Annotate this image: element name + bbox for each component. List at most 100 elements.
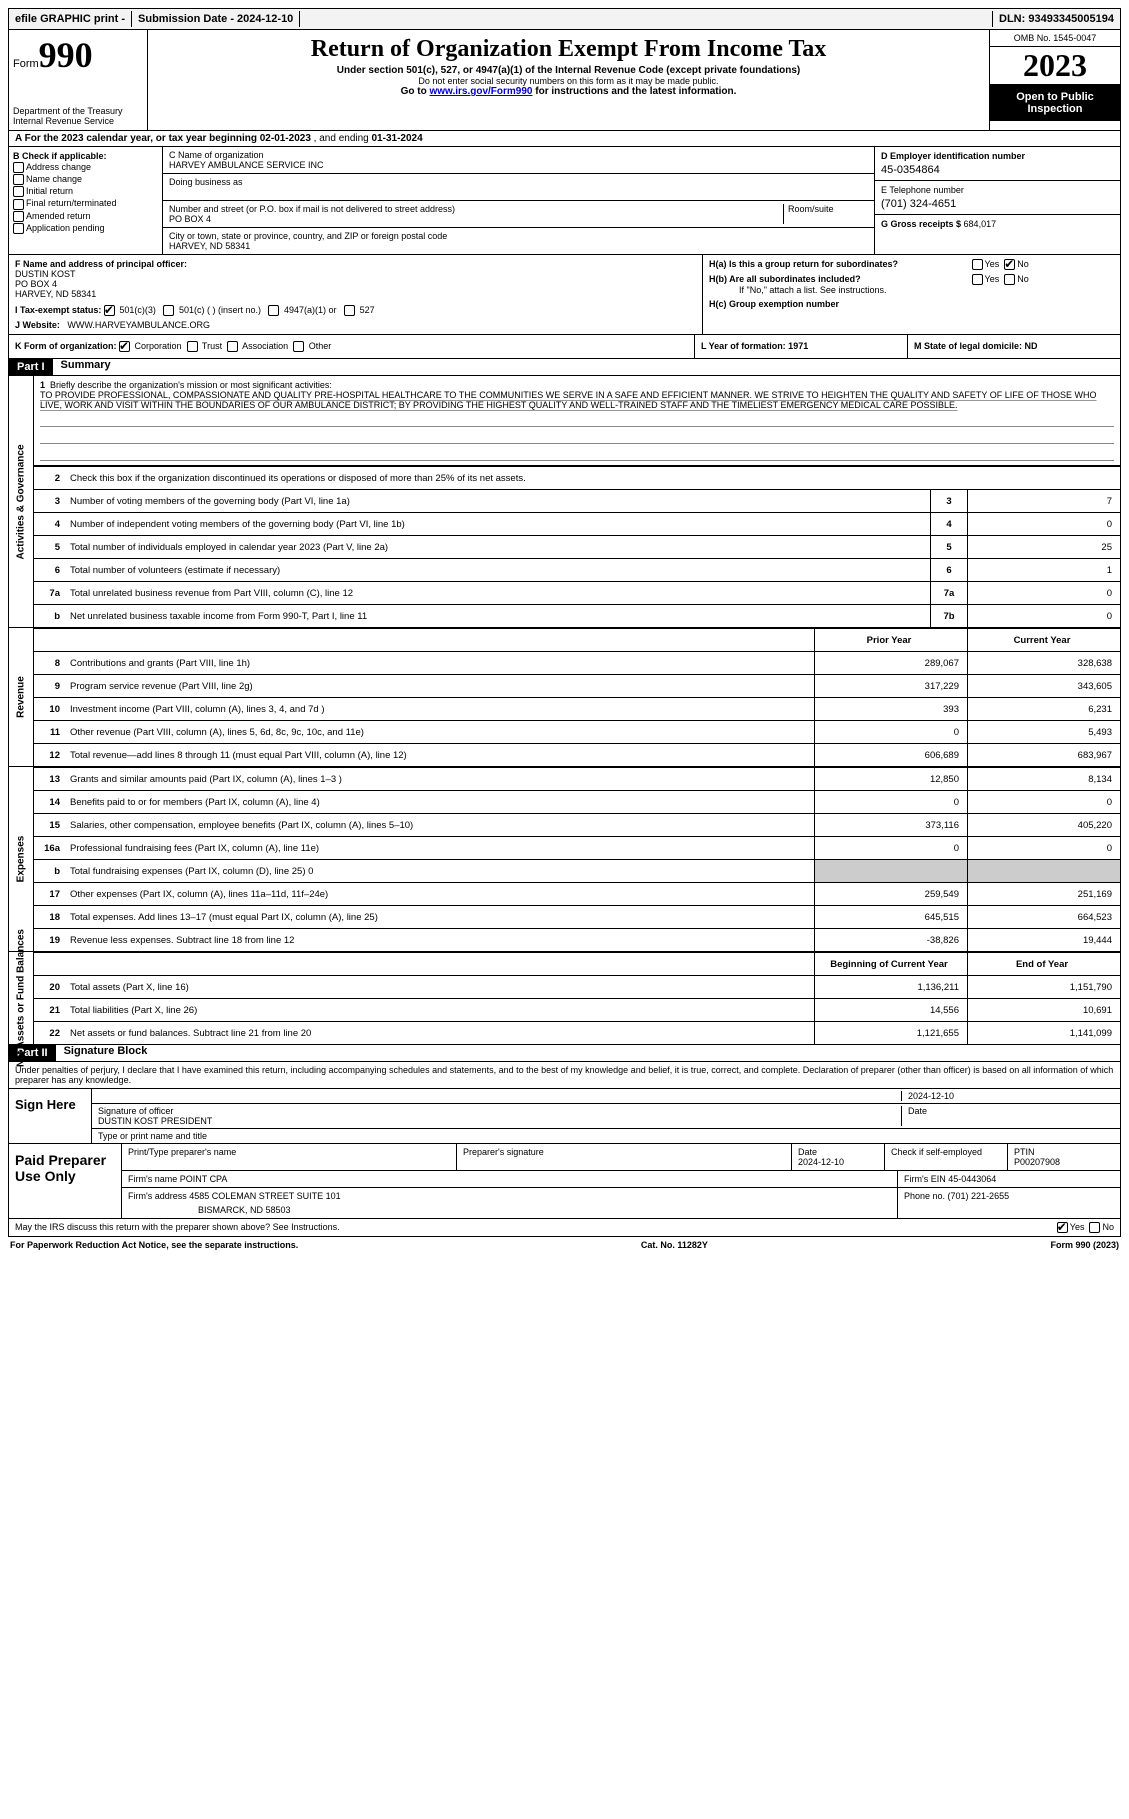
sig-officer-label: Signature of officer — [98, 1106, 895, 1116]
tax-status-label: I Tax-exempt status: — [15, 305, 101, 315]
l6-v: 1 — [968, 559, 1121, 582]
officer-name: DUSTIN KOST — [15, 269, 696, 279]
city-label: City or town, state or province, country… — [169, 231, 868, 241]
discuss-no: No — [1102, 1222, 1114, 1232]
form-ref: Form 990 (2023) — [1050, 1240, 1119, 1250]
cb-other[interactable] — [293, 341, 304, 352]
irs-link[interactable]: www.irs.gov/Form990 — [429, 86, 532, 97]
l21-p: 14,556 — [815, 999, 968, 1022]
top-bar: efile GRAPHIC print - Submission Date - … — [8, 8, 1121, 30]
l7a-v: 0 — [968, 582, 1121, 605]
col-B-applicable: B Check if applicable: Address change Na… — [9, 147, 163, 254]
l20-d: Total assets (Part X, line 16) — [66, 976, 815, 999]
l6-b: 6 — [931, 559, 968, 582]
summary-netassets: Net Assets or Fund Balances Beginning of… — [8, 952, 1121, 1045]
head-begin-year: Beginning of Current Year — [815, 953, 968, 976]
l5-b: 5 — [931, 536, 968, 559]
cb-discuss-no[interactable] — [1089, 1222, 1100, 1233]
lbl-trust: Trust — [202, 341, 222, 351]
l18-p: 645,515 — [815, 906, 968, 929]
form-number: Form990 — [13, 34, 143, 76]
penalty-statement: Under penalties of perjury, I declare th… — [8, 1062, 1121, 1089]
cb-Ha-no[interactable] — [1004, 259, 1015, 270]
lbl-name-change: Name change — [26, 174, 82, 184]
revenue-table: Prior YearCurrent Year 8Contributions an… — [34, 628, 1120, 766]
cb-final-return[interactable] — [13, 199, 24, 210]
l17-p: 259,549 — [815, 883, 968, 906]
cb-initial-return[interactable] — [13, 186, 24, 197]
cb-assoc[interactable] — [227, 341, 238, 352]
cb-discuss-yes[interactable] — [1057, 1222, 1068, 1233]
l22-p: 1,121,655 — [815, 1022, 968, 1045]
firm-name: Firm's name POINT CPA — [122, 1171, 898, 1187]
cb-4947[interactable] — [268, 305, 279, 316]
l7b-d: Net unrelated business taxable income fr… — [70, 611, 367, 622]
paid-preparer-block: Paid Preparer Use Only Print/Type prepar… — [8, 1144, 1121, 1219]
cb-501c[interactable] — [163, 305, 174, 316]
sig-officer-name: DUSTIN KOST PRESIDENT — [98, 1116, 895, 1126]
org-name-label: C Name of organization — [169, 150, 868, 160]
prep-ptin-label: PTIN — [1014, 1147, 1035, 1157]
partII-title: Signature Block — [56, 1045, 1120, 1061]
addr-label: Number and street (or P.O. box if mail i… — [169, 204, 779, 214]
l7a-b: 7a — [931, 582, 968, 605]
cat-number: Cat. No. 11282Y — [641, 1240, 708, 1250]
l7b-b: 7b — [931, 605, 968, 628]
l20-c: 1,151,790 — [968, 976, 1121, 999]
partI-title: Summary — [53, 359, 1120, 375]
submission-date: Submission Date - 2024-12-10 — [132, 11, 300, 27]
mission-block: 1 Briefly describe the organization's mi… — [34, 376, 1120, 466]
sign-here-block: Sign Here 2024-12-10 Signature of office… — [8, 1089, 1121, 1144]
gross-receipts-value: 684,017 — [964, 219, 997, 229]
cb-corp[interactable] — [119, 341, 130, 352]
head-end-year: End of Year — [968, 953, 1121, 976]
room-label: Room/suite — [788, 204, 868, 224]
block-BCDE: B Check if applicable: Address change Na… — [8, 147, 1121, 255]
cb-Hb-yes[interactable] — [972, 274, 983, 285]
goto-post: for instructions and the latest informat… — [532, 86, 736, 97]
vtab-expenses: Expenses — [9, 767, 34, 951]
city-value: HARVEY, ND 58341 — [169, 241, 868, 251]
cb-amended-return[interactable] — [13, 211, 24, 222]
summary-governance: Activities & Governance 1 Briefly descri… — [8, 376, 1121, 628]
lbl-application-pending: Application pending — [26, 223, 105, 233]
l15-p: 373,116 — [815, 814, 968, 837]
lbl-assoc: Association — [242, 341, 288, 351]
l9-p: 317,229 — [815, 675, 968, 698]
footer-bottom: For Paperwork Reduction Act Notice, see … — [8, 1237, 1121, 1253]
Ha-no: No — [1017, 259, 1029, 269]
cb-address-change[interactable] — [13, 162, 24, 173]
omb-number: OMB No. 1545-0047 — [990, 30, 1120, 47]
prep-sig-label: Preparer's signature — [457, 1144, 792, 1170]
cb-Ha-yes[interactable] — [972, 259, 983, 270]
cb-501c3[interactable] — [104, 305, 115, 316]
l12-p: 606,689 — [815, 744, 968, 767]
form-header: Form990 Department of the Treasury Inter… — [8, 30, 1121, 131]
open-to-public: Open to Public Inspection — [990, 85, 1120, 121]
cb-Hb-no[interactable] — [1004, 274, 1015, 285]
lbl-corp: Corporation — [135, 341, 182, 351]
l16a-d: Professional fundraising fees (Part IX, … — [66, 837, 815, 860]
l19-p: -38,826 — [815, 929, 968, 952]
head-current-year: Current Year — [968, 629, 1121, 652]
cb-trust[interactable] — [187, 341, 198, 352]
firm-addr1: Firm's address 4585 COLEMAN STREET SUITE… — [128, 1191, 891, 1201]
l14-p: 0 — [815, 791, 968, 814]
vtab-revenue: Revenue — [9, 628, 34, 766]
cb-application-pending[interactable] — [13, 223, 24, 234]
firm-ein: Firm's EIN 45-0443064 — [898, 1171, 1120, 1187]
l4-d: Number of independent voting members of … — [70, 519, 405, 530]
form-title: Return of Organization Exempt From Incom… — [156, 36, 981, 63]
cb-name-change[interactable] — [13, 174, 24, 185]
firm-addr2: BISMARCK, ND 58503 — [128, 1205, 891, 1215]
l16b-d: Total fundraising expenses (Part IX, col… — [66, 860, 815, 883]
l17-c: 251,169 — [968, 883, 1121, 906]
l22-c: 1,141,099 — [968, 1022, 1121, 1045]
l21-c: 10,691 — [968, 999, 1121, 1022]
l18-d: Total expenses. Add lines 13–17 (must eq… — [66, 906, 815, 929]
rowA-begin: 02-01-2023 — [260, 133, 311, 144]
website-label: J Website: — [15, 320, 60, 330]
l13-c: 8,134 — [968, 768, 1121, 791]
summary-expenses: Expenses 13Grants and similar amounts pa… — [8, 767, 1121, 952]
cb-527[interactable] — [344, 305, 355, 316]
